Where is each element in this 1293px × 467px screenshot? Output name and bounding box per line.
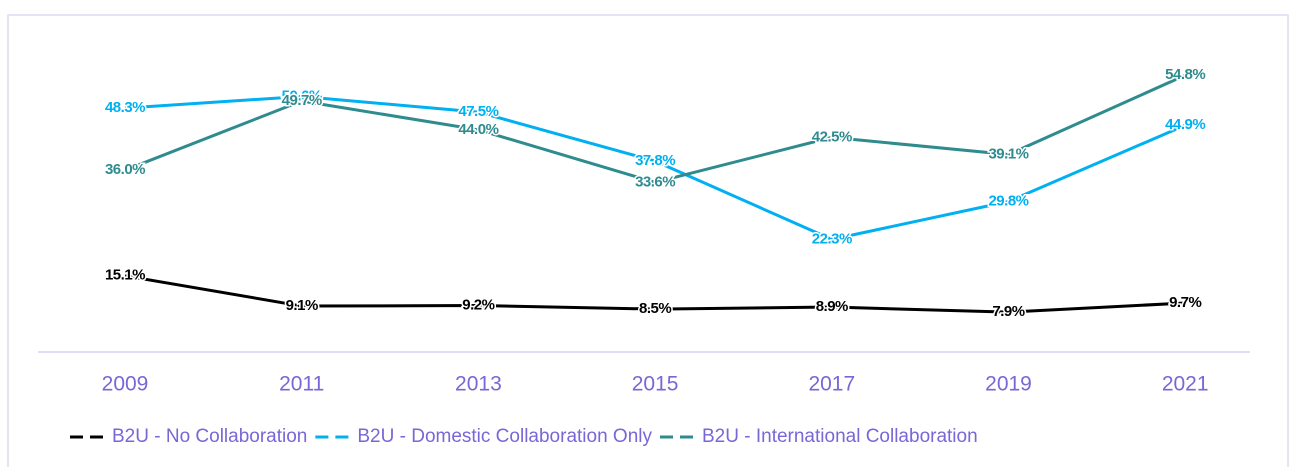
data-label: 42.5% <box>812 128 852 145</box>
series-line <box>124 94 1186 241</box>
legend-label: B2U - No Collaboration <box>112 426 307 447</box>
chart-border <box>7 14 1289 467</box>
data-label: 7.9% <box>992 303 1024 320</box>
data-label: 44.0% <box>458 121 498 138</box>
legend-label: B2U - International Collaboration <box>702 426 978 447</box>
data-label: 22.3% <box>812 230 852 247</box>
x-tick-label: 2009 <box>102 373 149 396</box>
legend-label: B2U - Domestic Collaboration Only <box>357 426 652 447</box>
data-label: 8.5% <box>639 300 671 317</box>
data-label: 9.2% <box>462 297 494 314</box>
x-tick-label: 2021 <box>1162 373 1209 396</box>
data-label: 50.6% <box>282 87 322 104</box>
data-label: 8.9% <box>816 298 848 315</box>
data-label: 36.0% <box>105 161 145 178</box>
data-label: 33.6% <box>635 173 675 190</box>
data-label: 37.8% <box>635 152 675 169</box>
data-label: 9.1% <box>286 297 318 314</box>
series-line <box>124 274 1186 314</box>
x-tick-label: 2011 <box>279 373 324 396</box>
data-label: 44.9% <box>1165 116 1205 133</box>
data-label: 49.7% <box>282 92 322 109</box>
x-tick-label: 2013 <box>455 373 502 396</box>
data-label: 15.1% <box>105 267 145 284</box>
series-line <box>124 73 1186 184</box>
x-tick-label: 2017 <box>808 373 855 396</box>
data-label: 47.5% <box>458 103 498 120</box>
data-label: 48.3% <box>105 99 145 116</box>
data-label: 39.1% <box>988 146 1028 163</box>
data-label: 9.7% <box>1169 294 1201 311</box>
x-tick-label: 2019 <box>985 373 1032 396</box>
x-tick-label: 2015 <box>632 373 679 396</box>
data-label: 29.8% <box>988 192 1028 209</box>
data-label: 54.8% <box>1165 66 1205 83</box>
